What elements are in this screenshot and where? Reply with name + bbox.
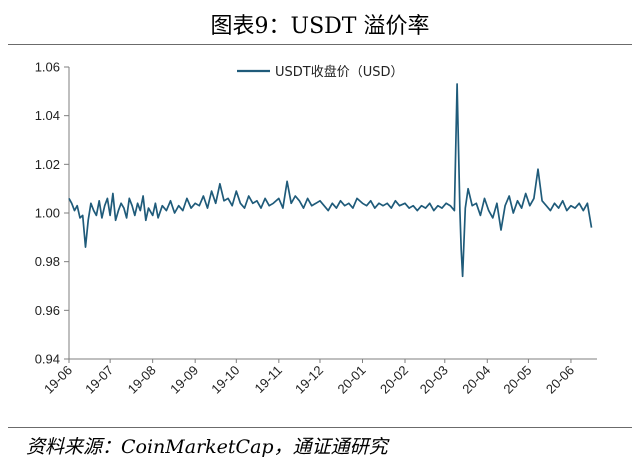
x-axis-ticks: 19-06 19-07 19-08 19-09 19-10 19-11 19-12 20-01… — [41, 359, 577, 397]
usdt-premium-chart: 0.940.960.981.001.021.041.06 19-06 19-07 1… — [35, 60, 597, 397]
x-tick-label: 20-02 — [377, 363, 411, 397]
title-divider — [8, 44, 632, 45]
footer-divider — [8, 427, 632, 428]
legend-label: USDT收盘价（USD） — [275, 64, 404, 80]
x-tick-label: 19-12 — [292, 363, 326, 397]
source-note: 资料来源：CoinMarketCap，通证通研究 — [26, 436, 388, 458]
x-tick-label: 20-01 — [334, 363, 368, 397]
x-tick-label: 20-06 — [543, 363, 577, 397]
x-tick-label: 19-09 — [167, 363, 201, 397]
y-tick-label: 1.00 — [35, 206, 60, 221]
y-tick-label: 0.94 — [35, 352, 60, 367]
x-tick-label: 20-04 — [459, 363, 493, 397]
y-tick-label: 1.06 — [35, 60, 60, 75]
x-tick-label: 19-08 — [125, 363, 159, 397]
y-tick-label: 1.02 — [35, 157, 60, 172]
legend: USDT收盘价（USD） — [237, 64, 404, 80]
x-tick-label: 19-06 — [41, 363, 75, 397]
y-tick-label: 0.96 — [35, 303, 60, 318]
y-tick-label: 0.98 — [35, 254, 60, 269]
series-line-usdt-close — [68, 83, 593, 278]
x-tick-label: 20-03 — [417, 363, 451, 397]
x-tick-label: 19-10 — [208, 363, 242, 397]
y-tick-label: 1.04 — [35, 108, 60, 123]
x-tick-label: 19-11 — [252, 363, 285, 396]
series-group — [68, 83, 593, 278]
x-tick-label: 20-05 — [500, 363, 534, 397]
y-axis-ticks: 0.94 0.96 0.98 1.00 1.02 1.04 1.06 — [35, 60, 69, 367]
x-tick-label: 19-07 — [82, 363, 116, 397]
chart-title: 图表9：USDT 溢价率 — [210, 14, 430, 39]
